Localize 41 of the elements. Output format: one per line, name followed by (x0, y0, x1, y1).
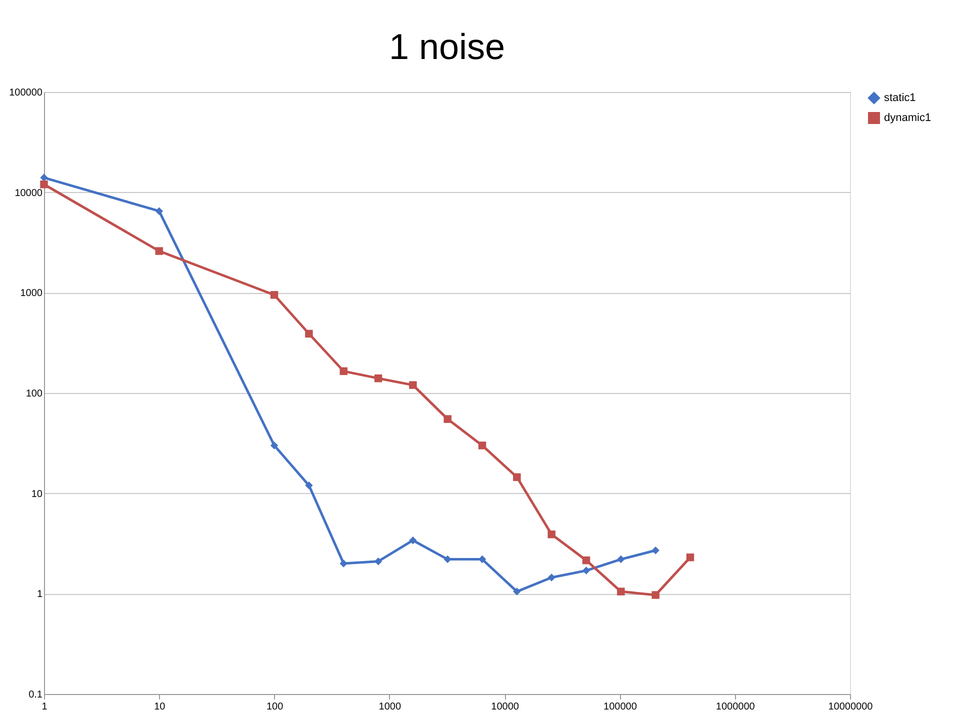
point (305, 482, 313, 490)
point (444, 555, 452, 564)
point (374, 557, 382, 566)
y-tick-label: 100000 (9, 88, 43, 98)
point (513, 588, 521, 596)
point (548, 574, 556, 582)
x-tick-label: 10000000 (828, 702, 874, 712)
y-tick-label: 1 (36, 589, 43, 600)
point (374, 374, 382, 382)
point (686, 554, 694, 562)
point (340, 367, 348, 376)
point (409, 536, 417, 544)
x-tick-label: 1000 (378, 702, 402, 712)
chart-title: 1 noise (388, 26, 506, 67)
point (582, 566, 590, 574)
legend-label: static1 (884, 92, 916, 104)
x-tick-label: 1000000 (716, 702, 756, 712)
y-tick-label: 10000 (14, 188, 43, 199)
legend-label: dynamic1 (884, 112, 932, 124)
point (548, 530, 556, 538)
point (652, 546, 660, 554)
point (513, 473, 521, 482)
point (617, 555, 625, 564)
x-tick-label: 10000 (491, 702, 520, 712)
point (270, 442, 278, 450)
x-tick-label: 100 (266, 702, 284, 712)
point (582, 556, 590, 564)
y-tick-label: 100 (26, 388, 43, 400)
y-tick-label: 1000 (20, 288, 43, 300)
y-tick-label: 10 (31, 488, 43, 500)
point (340, 560, 348, 568)
point (617, 588, 625, 596)
point (652, 591, 660, 599)
point (478, 442, 486, 450)
x-tick-label: 10 (154, 702, 166, 712)
point (305, 330, 313, 338)
point (409, 381, 417, 389)
y-tick-label: 0.1 (28, 690, 43, 700)
point (444, 415, 452, 423)
x-tick-label: 100000 (604, 702, 638, 712)
point (270, 291, 278, 299)
